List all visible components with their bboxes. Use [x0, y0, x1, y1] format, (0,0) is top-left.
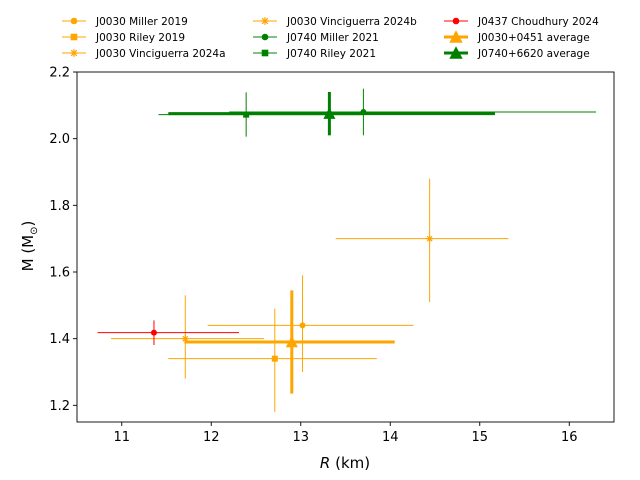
- plot-area: [97, 88, 597, 412]
- legend-item-1-label: J0030 Riley 2019: [95, 32, 185, 44]
- x-axis-label: R (km): [320, 454, 370, 472]
- legend-item-8-label: J0740+6620 average: [477, 48, 590, 60]
- legend-item-0: J0030 Miller 2019: [62, 16, 188, 28]
- legend-item-4: J0740 Miller 2021: [253, 32, 379, 44]
- legend-item-4-label: J0740 Miller 2021: [286, 32, 379, 44]
- series-6: [97, 320, 239, 345]
- legend-item-2-marker: [70, 49, 78, 57]
- series-0: [207, 275, 414, 372]
- y-axis-label-main: M (M: [19, 235, 37, 272]
- y-tick-label-2: 1.6: [49, 266, 70, 281]
- legend-item-6-marker: [452, 17, 460, 25]
- legend-item-3-marker: [261, 17, 269, 25]
- series-3: [335, 178, 509, 302]
- legend-item-8: J0740+6620 average: [444, 46, 590, 60]
- series-7: [184, 290, 395, 394]
- series-0-marker: [299, 322, 306, 329]
- series-2-marker: [181, 335, 189, 343]
- x-tick-label-0: 11: [113, 430, 130, 445]
- legend-item-5-marker: [261, 49, 269, 57]
- legend-item-8-marker: [449, 46, 463, 59]
- legend-item-6-label: J0437 Choudhury 2024: [477, 16, 599, 28]
- series-2: [111, 295, 265, 379]
- series-3-marker-shape: [426, 235, 434, 243]
- legend-item-2-marker-shape: [70, 49, 78, 57]
- series-8: [168, 92, 495, 136]
- y-tick-label-1: 1.4: [49, 332, 70, 347]
- legend-item-2: J0030 Vinciguerra 2024a: [62, 48, 226, 60]
- x-tick-label-4: 15: [471, 430, 488, 445]
- legend-item-2-label: J0030 Vinciguerra 2024a: [95, 48, 226, 60]
- legend-item-7-label: J0030+0451 average: [477, 32, 590, 44]
- x-axis-label-unit: (km): [330, 454, 370, 472]
- x-tick-label-3: 14: [382, 430, 399, 445]
- legend-item-5-label: J0740 Riley 2021: [286, 48, 376, 60]
- legend-item-0-label: J0030 Miller 2019: [95, 16, 188, 28]
- x-tick-label-1: 12: [203, 430, 220, 445]
- series-1-marker: [271, 355, 278, 362]
- legend-item-5: J0740 Riley 2021: [253, 48, 376, 60]
- legend-item-3-label: J0030 Vinciguerra 2024b: [286, 16, 417, 28]
- legend-item-3: J0030 Vinciguerra 2024b: [253, 16, 417, 28]
- y-tick-label-4: 2.0: [49, 132, 70, 147]
- y-axis-label-sub: ⊙: [29, 226, 40, 234]
- y-axis-label-close: ): [19, 221, 37, 227]
- x-tick-label-2: 13: [292, 430, 309, 445]
- legend-item-3-marker-shape: [261, 17, 269, 25]
- legend-item-0-marker: [70, 17, 78, 25]
- legend: J0030 Miller 2019 J0030 Riley 2019 J0030 V…: [62, 16, 599, 60]
- series-2-marker-shape: [181, 335, 189, 343]
- axes: 11 12 13 14 15 16 1.2 1.4 1.6 1.8 2.0 2.2: [49, 66, 615, 445]
- series-1: [168, 308, 377, 412]
- axes-frame: [76, 71, 615, 423]
- y-tick-label-3: 1.8: [49, 199, 70, 214]
- y-axis-label: M (M⊙): [19, 221, 40, 272]
- x-axis-label-variable: R: [320, 454, 330, 472]
- legend-item-4-marker: [261, 33, 269, 41]
- legend-item-7: J0030+0451 average: [444, 30, 590, 44]
- x-tick-label-5: 16: [561, 430, 578, 445]
- y-tick-label-0: 1.2: [49, 399, 70, 414]
- legend-item-1: J0030 Riley 2019: [62, 32, 185, 44]
- legend-item-1-marker: [70, 33, 78, 41]
- series-3-marker: [426, 235, 434, 243]
- series-4: [229, 88, 597, 136]
- legend-item-6: J0437 Choudhury 2024: [444, 16, 599, 28]
- legend-item-7-marker: [449, 30, 463, 43]
- series-7-marker: [285, 335, 298, 348]
- series-6-marker: [150, 329, 157, 336]
- series-8-marker: [323, 107, 336, 119]
- y-tick-label-5: 2.2: [49, 66, 70, 81]
